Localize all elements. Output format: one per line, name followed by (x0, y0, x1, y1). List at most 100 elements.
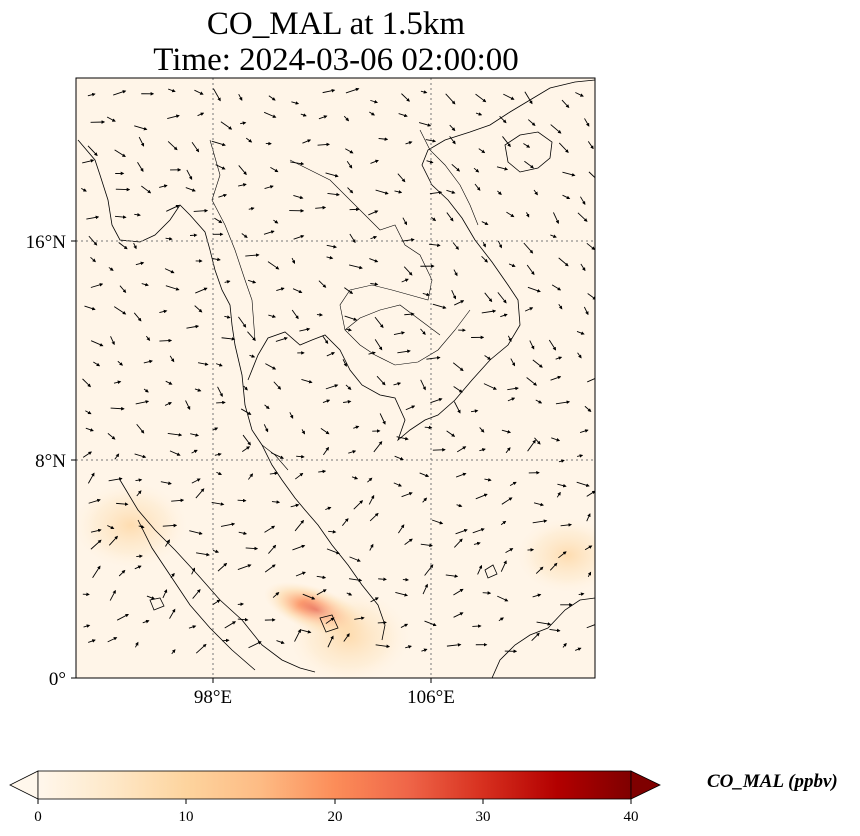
wind-arrow (248, 641, 262, 649)
wind-arrow (108, 535, 118, 546)
wind-arrow (164, 402, 172, 406)
wind-arrow (108, 477, 123, 482)
wind-arrow (291, 101, 300, 105)
wind-arrow (496, 166, 509, 171)
wind-arrow (550, 234, 557, 238)
wind-arrow (587, 141, 594, 150)
wind-arrow (290, 161, 305, 166)
wind-arrow (558, 142, 569, 153)
wind-arrow (270, 452, 284, 459)
wind-arrow (532, 519, 548, 524)
wind-arrow (171, 498, 185, 503)
wind-arrow (584, 405, 592, 412)
wind-arrow (170, 572, 175, 579)
wind-arrow (535, 399, 543, 404)
wind-arrow (456, 503, 463, 508)
sumatra-inner (137, 519, 256, 671)
wind-arrow (136, 554, 143, 559)
wind-arrow (553, 212, 559, 224)
wind-arrow (420, 543, 433, 548)
wind-arrow (369, 258, 379, 263)
wind-arrow (92, 565, 101, 579)
wind-arrow (370, 235, 378, 240)
wind-arrow (451, 163, 461, 172)
wind-arrow (555, 356, 563, 360)
wind-arrow (114, 453, 120, 460)
wind-arrow (169, 450, 181, 456)
colorbar-tick-label-30: 30 (476, 809, 491, 825)
wind-arrow (576, 330, 585, 335)
wind-arrow (222, 638, 230, 643)
colorbar-tick-label-0: 0 (34, 809, 42, 825)
wind-arrow (273, 219, 279, 224)
wind-arrow (377, 620, 387, 625)
wind-arrow (265, 363, 277, 370)
wind-arrow (575, 647, 582, 651)
wind-arrow (558, 551, 567, 559)
wind-arrow (396, 436, 409, 441)
wind-arrow (430, 398, 443, 404)
wind-arrow (536, 621, 552, 626)
wind-arrow (322, 399, 331, 404)
wind-arrow (191, 478, 201, 484)
wind-arrow (351, 476, 359, 480)
wind-arrow (135, 641, 139, 648)
wind-arrow (586, 624, 595, 629)
wind-arrow (116, 502, 129, 506)
wind-arrow (479, 448, 486, 452)
wind-arrow (498, 617, 504, 622)
wind-arrow (134, 565, 142, 570)
wind-arrow (347, 187, 354, 194)
wind-arrow (453, 401, 461, 414)
wind-arrow (470, 409, 479, 413)
map-frame (75, 77, 596, 679)
wind-arrow (506, 211, 515, 218)
wind-arrow (484, 478, 492, 482)
wind-arrow (420, 328, 426, 336)
wind-arrow (505, 548, 514, 554)
wind-arrow (264, 564, 276, 573)
map-panel (76, 78, 595, 678)
wind-arrow (83, 624, 91, 628)
wind-arrow (167, 432, 183, 437)
gulf-and-vietnam-coast (247, 79, 595, 442)
wind-arrow (143, 359, 153, 364)
wind-arrow (295, 571, 306, 577)
wind-arrow (346, 160, 353, 169)
wind-arrow (211, 502, 225, 506)
wind-arrow (446, 643, 462, 647)
wind-arrow (497, 595, 509, 602)
wind-arrow (162, 589, 168, 599)
wind-arrow (429, 190, 443, 195)
wind-arrow (165, 236, 173, 241)
wind-arrow (190, 433, 200, 437)
wind-arrow (107, 637, 118, 643)
wind-arrow (558, 304, 563, 310)
wind-arrow (370, 159, 379, 164)
wind-arrow (401, 492, 413, 498)
wind-arrow (135, 400, 150, 405)
wind-arrow (302, 139, 312, 144)
wind-arrow (165, 285, 180, 291)
wind-arrow (562, 642, 567, 648)
hainan-island (504, 131, 553, 173)
wind-arrow (87, 472, 95, 484)
wind-arrow (215, 363, 223, 367)
wind-arrow (296, 454, 305, 459)
wind-arrow (191, 141, 200, 153)
wind-arrow (276, 287, 285, 292)
wind-arrow (220, 121, 233, 130)
wind-arrow (395, 591, 409, 597)
wind-arrow (197, 112, 205, 117)
wind-arrow (527, 286, 541, 293)
wind-arrow (507, 335, 512, 342)
island (149, 597, 165, 611)
wind-arrow (420, 379, 426, 391)
wind-arrow (507, 386, 519, 391)
wind-arrow (242, 446, 251, 452)
wind-arrow (398, 524, 405, 534)
wind-arrow (502, 136, 511, 148)
wind-arrow (562, 194, 571, 200)
wind-arrow (373, 441, 383, 453)
